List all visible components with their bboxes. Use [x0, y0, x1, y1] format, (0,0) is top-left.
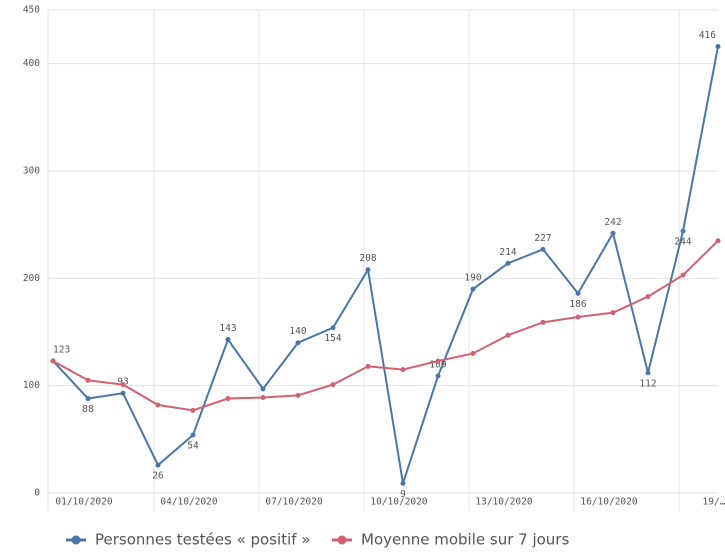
data-label: 242 — [604, 217, 621, 228]
data-point — [85, 396, 91, 402]
data-point — [505, 332, 511, 338]
data-point — [400, 480, 406, 486]
y-tick-label: 100 — [23, 380, 40, 391]
data-point — [330, 325, 336, 331]
data-label: 190 — [464, 273, 481, 284]
x-tick-label: 07/10/2020 — [265, 497, 322, 508]
data-label: 123 — [53, 344, 70, 355]
x-tick-label: 16/10/2020 — [580, 497, 637, 508]
legend-label: Personnes testées « positif » — [95, 531, 310, 549]
y-tick-label: 300 — [23, 166, 40, 177]
x-tick-label: 10/10/2020 — [370, 497, 427, 508]
x-tick-label: 13/10/2020 — [475, 497, 532, 508]
data-point — [470, 286, 476, 292]
data-point — [540, 319, 546, 325]
data-label: 26 — [152, 471, 164, 482]
data-point — [155, 402, 161, 408]
data-point — [610, 310, 616, 316]
data-label: 143 — [219, 323, 236, 334]
data-label: 227 — [534, 233, 551, 244]
data-point — [575, 290, 581, 296]
data-label: 88 — [82, 404, 94, 415]
data-label: 109 — [429, 360, 446, 371]
data-point — [575, 314, 581, 320]
data-point — [260, 386, 266, 392]
data-point — [645, 370, 651, 376]
data-point — [295, 392, 301, 398]
data-point — [435, 358, 441, 364]
data-point — [715, 43, 721, 49]
data-point — [540, 246, 546, 252]
data-point — [505, 260, 511, 266]
legend-marker — [71, 535, 81, 545]
y-tick-label: 450 — [23, 5, 40, 16]
data-point — [365, 267, 371, 273]
data-point — [225, 337, 231, 343]
data-point — [680, 272, 686, 278]
y-tick-label: 200 — [23, 273, 40, 284]
data-point — [85, 377, 91, 383]
legend-label: Moyenne mobile sur 7 jours — [361, 531, 569, 549]
x-tick-label: 04/10/2020 — [160, 497, 217, 508]
data-point — [260, 394, 266, 400]
y-tick-label: 0 — [34, 488, 40, 499]
data-label: 54 — [187, 441, 199, 452]
data-point — [645, 294, 651, 300]
legend-marker — [337, 535, 347, 545]
data-label: 186 — [569, 299, 586, 310]
series-line — [52, 240, 719, 412]
data-label: 112 — [639, 378, 656, 389]
data-label: 208 — [359, 253, 376, 264]
data-point — [680, 228, 686, 234]
data-point — [400, 367, 406, 373]
data-label: 9 — [400, 489, 406, 500]
x-tick-label: 01/10/2020 — [55, 497, 112, 508]
data-point — [470, 350, 476, 356]
data-point — [50, 358, 56, 364]
y-tick-label: 400 — [23, 58, 40, 69]
data-point — [155, 462, 161, 468]
series-line — [52, 46, 719, 484]
data-point — [365, 363, 371, 369]
data-point — [330, 382, 336, 388]
data-label: 244 — [674, 237, 691, 248]
data-point — [435, 373, 441, 379]
x-tick-label: 19/… — [703, 497, 725, 508]
data-point — [120, 382, 126, 388]
data-label: 416 — [699, 30, 716, 41]
data-point — [715, 238, 721, 244]
data-point — [120, 390, 126, 396]
data-label: 140 — [289, 326, 306, 337]
data-point — [225, 396, 231, 402]
data-point — [610, 230, 616, 236]
data-point — [190, 432, 196, 438]
data-point — [295, 340, 301, 346]
data-label: 154 — [324, 333, 341, 344]
data-label: 214 — [499, 247, 516, 258]
data-point — [190, 407, 196, 413]
